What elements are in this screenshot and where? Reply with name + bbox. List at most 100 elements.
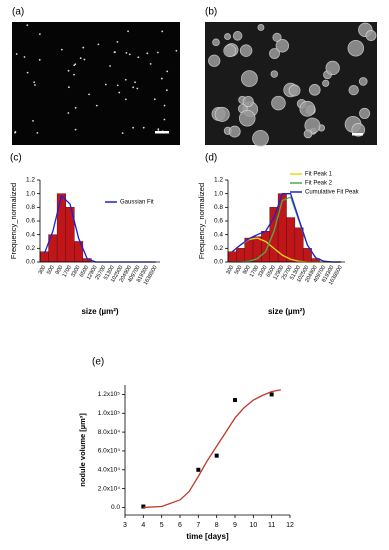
y-tick-label: 0.6 xyxy=(26,218,35,225)
cell xyxy=(136,87,139,90)
y-tick-label: 1.0 xyxy=(26,190,35,197)
nodule xyxy=(252,129,269,147)
y-tick-label: 0.8 xyxy=(214,204,223,211)
cell xyxy=(74,106,77,109)
line xyxy=(143,389,281,509)
cell xyxy=(38,58,41,61)
x-tick-label: 1700 xyxy=(249,265,260,279)
nodule xyxy=(232,31,243,41)
x-tick-label: 6500 xyxy=(266,265,277,279)
x-axis-label: size (µm²) xyxy=(268,307,305,316)
nodule xyxy=(275,39,290,53)
nodule xyxy=(208,54,221,67)
y-tick-label: 8.0x10⁴ xyxy=(98,429,121,436)
cell xyxy=(82,46,85,49)
cell xyxy=(132,86,135,89)
cell xyxy=(165,89,168,92)
x-axis-label: time [days] xyxy=(186,532,229,541)
cell xyxy=(146,52,149,55)
cell xyxy=(67,112,70,114)
x-tick-label: 12 xyxy=(286,522,294,529)
y-tick-label: 0.4 xyxy=(26,231,35,238)
y-axis-label: Frequency_normalized xyxy=(9,183,18,259)
x-tick-label: 4 xyxy=(141,522,145,529)
nodule xyxy=(308,84,321,96)
cell xyxy=(32,119,34,122)
y-tick-label: 0.0 xyxy=(111,504,120,511)
x-axis-label: size (µm²) xyxy=(81,307,118,316)
panel-label: (c) xyxy=(10,153,22,164)
nodule xyxy=(212,38,220,47)
cell xyxy=(161,30,164,33)
point xyxy=(196,467,201,472)
nodule xyxy=(325,60,340,76)
nodule xyxy=(303,129,313,139)
x-tick-label: 300 xyxy=(225,265,235,276)
cell xyxy=(163,104,166,107)
y-tick-label: 6.0x10⁴ xyxy=(98,448,121,455)
y-tick-label: 0.2 xyxy=(214,245,223,252)
panel-label: (d) xyxy=(205,153,217,164)
nodule xyxy=(270,70,279,78)
nodule xyxy=(241,70,258,87)
axes xyxy=(227,180,345,263)
cell xyxy=(88,93,90,96)
cell xyxy=(26,71,29,74)
cell xyxy=(109,65,111,67)
nodule xyxy=(239,44,253,57)
x-tick-label: 300 xyxy=(37,265,47,276)
cell xyxy=(23,56,26,58)
cell xyxy=(74,128,77,131)
cell xyxy=(36,131,39,134)
x-tick-label: 8 xyxy=(215,522,219,529)
nodule xyxy=(358,77,368,86)
cell xyxy=(79,57,82,60)
line xyxy=(231,193,341,263)
cell xyxy=(156,51,159,54)
y-tick-label: 4.0x10⁴ xyxy=(98,467,121,474)
y-tick-label: 1.0 xyxy=(214,190,223,197)
cell xyxy=(160,77,163,80)
x-tick-label: 3300 xyxy=(257,265,268,279)
legend-label: Cumulative Fit Peak xyxy=(305,190,360,196)
x-tick-label: 7 xyxy=(196,522,200,529)
cell xyxy=(60,48,63,51)
cell xyxy=(116,40,119,43)
scale-bar xyxy=(352,133,363,136)
cell xyxy=(104,83,107,86)
legend-label: Fit Peak 1 xyxy=(305,172,333,178)
x-tick-label: 500 xyxy=(46,265,56,276)
cell xyxy=(33,81,36,84)
y-tick-label: 1.0x10⁵ xyxy=(98,410,121,417)
point xyxy=(141,504,146,509)
bar xyxy=(294,227,304,263)
cell xyxy=(127,30,129,33)
x-tick-label: 11 xyxy=(268,522,275,529)
cell xyxy=(163,118,166,121)
nodule xyxy=(224,33,231,41)
cell xyxy=(26,24,29,27)
y-tick-label: 0.6 xyxy=(214,218,223,225)
panel-label: (a) xyxy=(12,7,24,18)
nodule xyxy=(359,107,371,119)
cell xyxy=(97,43,100,46)
point xyxy=(214,453,219,458)
cell xyxy=(166,70,169,73)
y-tick-label: 0.2 xyxy=(26,245,35,252)
cell xyxy=(83,58,86,61)
cell xyxy=(38,33,41,36)
bar xyxy=(227,251,237,263)
axes xyxy=(39,180,160,263)
cell xyxy=(121,132,124,135)
cell xyxy=(118,91,121,94)
cell xyxy=(153,98,156,101)
nodule xyxy=(257,24,265,31)
bar xyxy=(56,193,66,263)
nodule xyxy=(269,48,280,59)
x-tick-label: 3300 xyxy=(70,265,81,279)
panel-label: (e) xyxy=(92,357,104,368)
x-tick-label: 5 xyxy=(160,522,164,529)
nodule xyxy=(242,95,254,108)
x-tick-label: 10 xyxy=(249,522,257,529)
